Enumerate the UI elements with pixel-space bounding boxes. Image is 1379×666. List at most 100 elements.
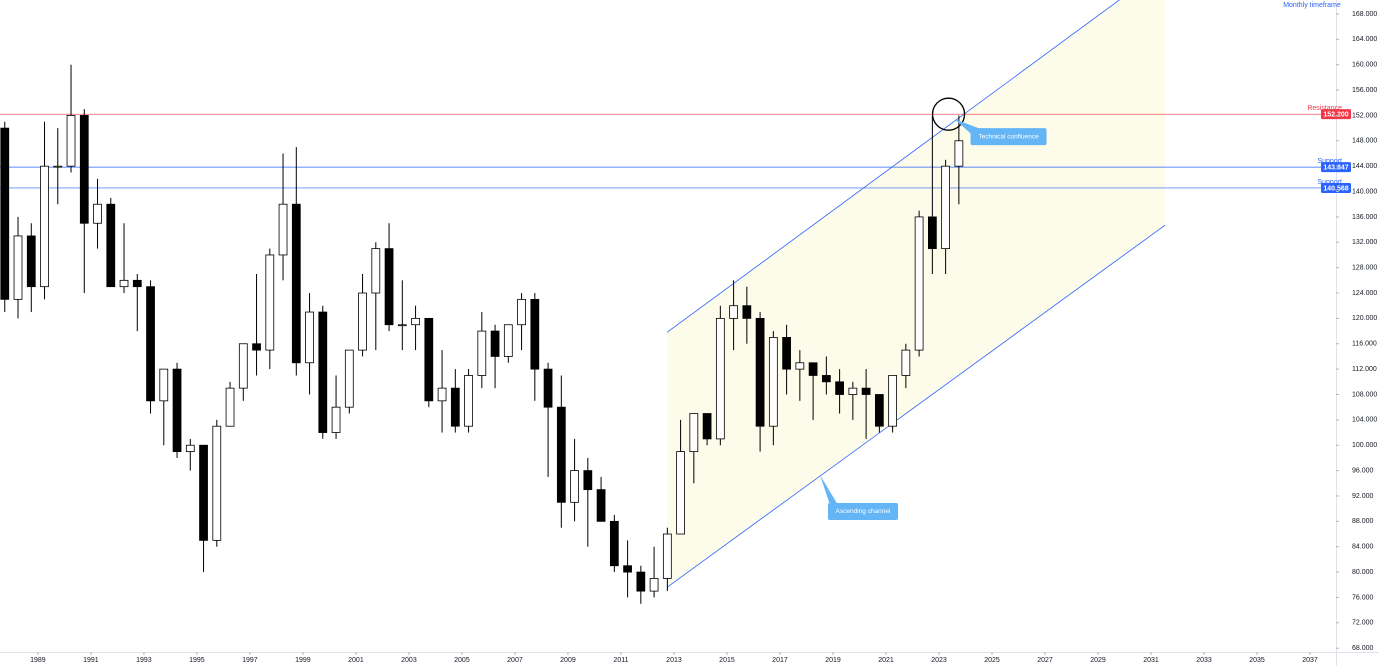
- candle-body: [490, 330, 500, 357]
- price-tag-label: 140.568: [1323, 185, 1348, 192]
- candle-body: [13, 235, 23, 300]
- y-tick-label: 68.000: [1352, 645, 1374, 652]
- y-tick-label: 84.000: [1352, 544, 1374, 551]
- candle-body: [305, 311, 314, 364]
- level-label: Resistance: [1307, 105, 1342, 112]
- candle-body: [424, 317, 434, 402]
- y-tick-label: 136.000: [1352, 214, 1377, 221]
- y-tick-label: 140.000: [1352, 188, 1377, 195]
- candle-body: [93, 203, 102, 224]
- candle-body: [623, 565, 632, 573]
- candle-body: [835, 381, 844, 395]
- x-tick-label: 2011: [613, 657, 628, 664]
- candle-body: [344, 349, 354, 408]
- y-tick-label: 128.000: [1352, 264, 1377, 271]
- candle-body: [649, 578, 659, 592]
- y-tick-label: 152.000: [1352, 112, 1377, 119]
- candle-body: [397, 324, 407, 327]
- candle-body: [729, 305, 738, 319]
- candle-body: [543, 368, 553, 408]
- candle-body: [225, 387, 235, 427]
- callout-pointer: [820, 475, 838, 505]
- x-tick-label: 2005: [454, 657, 470, 664]
- x-tick-label: 2003: [401, 657, 417, 664]
- x-tick-label: 2031: [1143, 657, 1159, 664]
- y-tick-label: 132.000: [1352, 239, 1377, 246]
- y-tick-label: 160.000: [1352, 62, 1377, 69]
- x-tick-label: 2009: [560, 657, 576, 664]
- y-tick-label: 96.000: [1352, 467, 1374, 474]
- candle-body: [238, 343, 248, 389]
- x-tick-label: 1997: [242, 657, 258, 664]
- candle-body: [782, 337, 791, 370]
- x-tick-label: 2019: [825, 657, 841, 664]
- callout-text: Technical confluence: [978, 133, 1039, 140]
- x-tick-label: 2035: [1249, 657, 1265, 664]
- candle-body: [874, 394, 884, 427]
- y-tick-label: 164.000: [1352, 36, 1377, 43]
- candle-body: [954, 140, 964, 167]
- y-tick-label: 148.000: [1352, 138, 1377, 145]
- candle-body: [185, 444, 195, 452]
- candle-body: [199, 444, 208, 541]
- level-label: Support: [1317, 179, 1342, 186]
- x-tick-label: 2037: [1302, 657, 1318, 664]
- y-tick-label: 80.000: [1352, 569, 1374, 576]
- candle-body: [26, 235, 36, 288]
- candle-body: [252, 343, 261, 351]
- candle-body: [530, 298, 540, 370]
- candle-body: [609, 520, 619, 567]
- candle-body: [927, 216, 937, 250]
- level-label: Support: [1317, 158, 1342, 165]
- candle-body: [53, 165, 63, 168]
- candle-body: [941, 165, 950, 250]
- x-tick-label: 2025: [984, 657, 1000, 664]
- candle-body: [331, 406, 341, 433]
- y-tick-label: 168.000: [1352, 11, 1377, 18]
- candle-body: [265, 254, 275, 351]
- candle-body: [212, 425, 222, 541]
- candle-body: [583, 470, 593, 491]
- y-tick-label: 124.000: [1352, 290, 1377, 297]
- price-tag: [1321, 162, 1351, 173]
- y-tick-label: 116.000: [1352, 341, 1377, 348]
- x-tick-label: 1989: [30, 657, 46, 664]
- x-tick-label: 1991: [83, 657, 99, 664]
- candle-body: [132, 279, 142, 288]
- callout-box: [828, 503, 898, 520]
- candle-body: [40, 165, 49, 288]
- candle-body: [689, 413, 699, 452]
- channel-lower: [666, 224, 1166, 588]
- confluence-circle: [931, 97, 966, 131]
- y-tick-label: 100.000: [1352, 442, 1377, 449]
- y-tick-label: 156.000: [1352, 87, 1377, 94]
- y-tick-label: 88.000: [1352, 518, 1374, 525]
- y-tick-label: 104.000: [1352, 417, 1377, 424]
- y-tick-label: 112.000: [1352, 366, 1377, 373]
- candle-body: [636, 571, 646, 592]
- candle-body: [556, 406, 566, 503]
- candle-body: [676, 451, 685, 535]
- candle-body: [0, 127, 10, 300]
- candle-body: [66, 115, 76, 167]
- candle-body: [477, 330, 487, 376]
- candle-body: [662, 533, 672, 579]
- candle-body: [715, 317, 725, 440]
- candle-body: [821, 375, 831, 383]
- price-tag: [1321, 182, 1351, 193]
- candle-body: [119, 279, 129, 288]
- callout-text: Ascending channel: [836, 508, 891, 515]
- x-tick-label: 1999: [295, 657, 311, 664]
- candle-body: [808, 362, 818, 376]
- candle-body: [291, 203, 301, 364]
- candle-body: [278, 203, 288, 256]
- callout-box: [970, 128, 1047, 146]
- candle-body: [901, 349, 911, 376]
- y-tick-label: 144.000: [1352, 163, 1377, 170]
- x-tick-label: 1995: [189, 657, 205, 664]
- x-tick-label: 2033: [1196, 657, 1212, 664]
- x-tick-label: 2027: [1037, 657, 1053, 664]
- x-tick-label: 2015: [719, 657, 735, 664]
